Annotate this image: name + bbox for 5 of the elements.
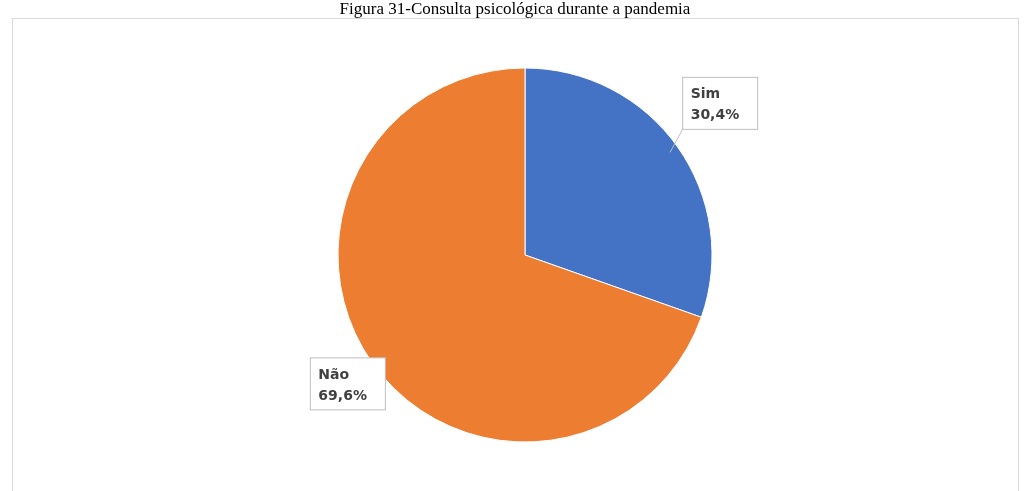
slice-label: Não [318, 365, 350, 382]
data-label: 30,4% [690, 106, 740, 123]
chart-title: Figura 31-Consulta psicológica durante a pandemia [339, 0, 691, 18]
slice-label: Sim [690, 85, 721, 102]
data-label: 69,6% [318, 386, 367, 403]
